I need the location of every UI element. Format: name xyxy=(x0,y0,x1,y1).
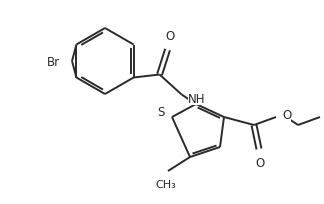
Text: O: O xyxy=(255,156,265,169)
Text: Br: Br xyxy=(47,55,60,68)
Text: O: O xyxy=(165,30,174,43)
Text: S: S xyxy=(157,106,165,119)
Text: O: O xyxy=(282,109,291,122)
Text: NH: NH xyxy=(188,93,205,105)
Text: CH₃: CH₃ xyxy=(156,179,176,189)
